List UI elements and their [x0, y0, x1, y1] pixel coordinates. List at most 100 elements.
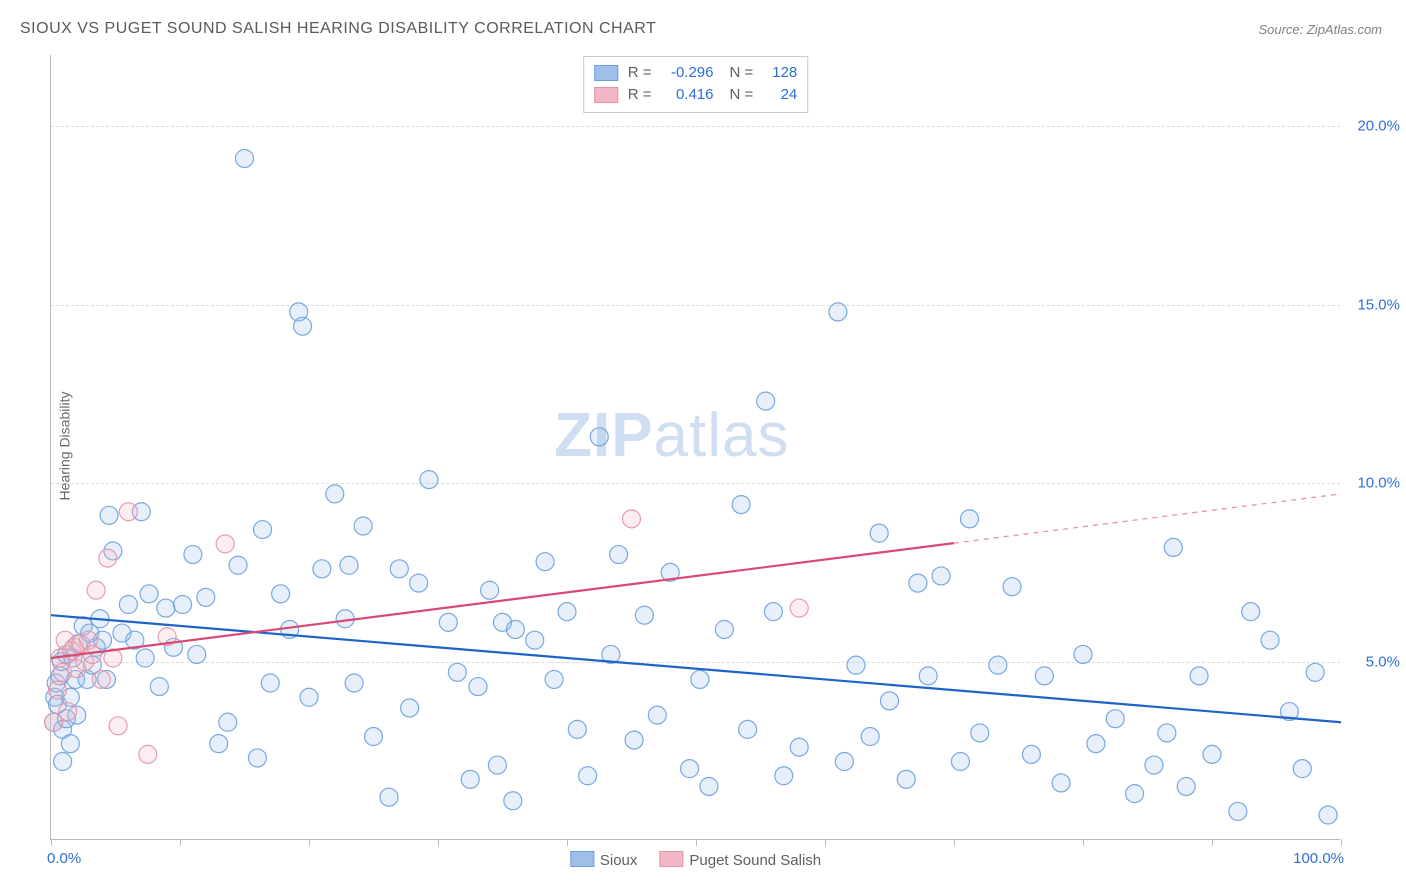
scatter-point-sioux	[506, 620, 524, 638]
scatter-point-sioux	[1242, 603, 1260, 621]
legend-label: Puget Sound Salish	[689, 852, 821, 869]
scatter-point-sioux	[420, 471, 438, 489]
legend-item-sioux: Sioux	[570, 851, 638, 869]
x-tick	[180, 839, 181, 846]
correlation-legend: R =-0.296N =128R =0.416N =24	[583, 56, 809, 113]
scatter-point-sioux	[1035, 667, 1053, 685]
scatter-point-sioux	[739, 720, 757, 738]
x-tick	[1083, 839, 1084, 846]
scatter-point-sioux	[700, 777, 718, 795]
scatter-point-sioux	[545, 670, 563, 688]
scatter-svg	[51, 55, 1340, 839]
x-tick	[438, 839, 439, 846]
scatter-point-puget	[790, 599, 808, 617]
y-tick-label: 10.0%	[1345, 475, 1400, 492]
x-tick	[567, 839, 568, 846]
scatter-point-sioux	[345, 674, 363, 692]
scatter-point-puget	[623, 510, 641, 528]
scatter-point-sioux	[610, 546, 628, 564]
scatter-point-sioux	[54, 753, 72, 771]
scatter-point-sioux	[210, 735, 228, 753]
legend-r-value: 0.416	[662, 84, 714, 106]
scatter-point-sioux	[469, 678, 487, 696]
scatter-point-puget	[119, 503, 137, 521]
scatter-point-sioux	[236, 149, 254, 167]
scatter-point-sioux	[1074, 645, 1092, 663]
scatter-point-sioux	[861, 728, 879, 746]
scatter-point-sioux	[461, 770, 479, 788]
scatter-point-sioux	[439, 613, 457, 631]
scatter-point-sioux	[354, 517, 372, 535]
scatter-point-sioux	[365, 728, 383, 746]
scatter-point-sioux	[1319, 806, 1337, 824]
scatter-point-sioux	[715, 620, 733, 638]
series-legend: Sioux Puget Sound Salish	[570, 851, 821, 869]
scatter-point-sioux	[691, 670, 709, 688]
scatter-point-sioux	[732, 496, 750, 514]
x-tick	[954, 839, 955, 846]
scatter-point-sioux	[881, 692, 899, 710]
scatter-point-sioux	[847, 656, 865, 674]
legend-r-label: R =	[628, 62, 652, 84]
scatter-point-sioux	[536, 553, 554, 571]
legend-n-label: N =	[730, 62, 754, 84]
x-tick	[696, 839, 697, 846]
scatter-point-sioux	[229, 556, 247, 574]
scatter-point-sioux	[870, 524, 888, 542]
scatter-point-puget	[109, 717, 127, 735]
scatter-point-puget	[216, 535, 234, 553]
scatter-point-sioux	[1164, 538, 1182, 556]
legend-swatch	[570, 851, 594, 867]
y-tick-label: 20.0%	[1345, 118, 1400, 135]
x-tick	[51, 839, 52, 846]
scatter-point-sioux	[757, 392, 775, 410]
scatter-point-sioux	[764, 603, 782, 621]
legend-swatch	[594, 87, 618, 103]
scatter-point-sioux	[390, 560, 408, 578]
scatter-point-sioux	[681, 760, 699, 778]
scatter-point-sioux	[184, 546, 202, 564]
x-tick-label: 100.0%	[1293, 850, 1344, 867]
scatter-point-sioux	[625, 731, 643, 749]
trendline-puget-extrapolated	[954, 494, 1341, 543]
scatter-point-sioux	[481, 581, 499, 599]
scatter-point-sioux	[919, 667, 937, 685]
scatter-point-sioux	[1087, 735, 1105, 753]
scatter-point-sioux	[1106, 710, 1124, 728]
scatter-point-sioux	[1003, 578, 1021, 596]
scatter-point-sioux	[254, 521, 272, 539]
scatter-point-sioux	[829, 303, 847, 321]
scatter-point-sioux	[340, 556, 358, 574]
scatter-point-sioux	[568, 720, 586, 738]
legend-r-label: R =	[628, 84, 652, 106]
scatter-point-sioux	[100, 506, 118, 524]
trendline-sioux	[51, 615, 1341, 722]
scatter-point-sioux	[272, 585, 290, 603]
legend-n-label: N =	[730, 84, 754, 106]
legend-r-value: -0.296	[662, 62, 714, 84]
scatter-point-sioux	[897, 770, 915, 788]
source-attribution: Source: ZipAtlas.com	[1258, 22, 1382, 37]
scatter-point-sioux	[119, 596, 137, 614]
scatter-point-puget	[48, 681, 66, 699]
scatter-point-puget	[59, 703, 77, 721]
scatter-point-sioux	[1126, 785, 1144, 803]
chart-title: SIOUX VS PUGET SOUND SALISH HEARING DISA…	[20, 20, 656, 38]
y-tick-label: 5.0%	[1345, 653, 1400, 670]
scatter-point-sioux	[971, 724, 989, 742]
legend-item-puget: Puget Sound Salish	[659, 851, 821, 869]
scatter-point-sioux	[410, 574, 428, 592]
scatter-point-sioux	[775, 767, 793, 785]
scatter-point-sioux	[909, 574, 927, 592]
scatter-point-puget	[139, 745, 157, 763]
scatter-point-sioux	[1229, 802, 1247, 820]
scatter-point-sioux	[188, 645, 206, 663]
scatter-point-sioux	[136, 649, 154, 667]
scatter-point-sioux	[648, 706, 666, 724]
scatter-point-sioux	[1022, 745, 1040, 763]
scatter-point-sioux	[526, 631, 544, 649]
scatter-point-sioux	[1306, 663, 1324, 681]
scatter-point-sioux	[1145, 756, 1163, 774]
scatter-point-puget	[87, 581, 105, 599]
legend-n-value: 24	[763, 84, 797, 106]
